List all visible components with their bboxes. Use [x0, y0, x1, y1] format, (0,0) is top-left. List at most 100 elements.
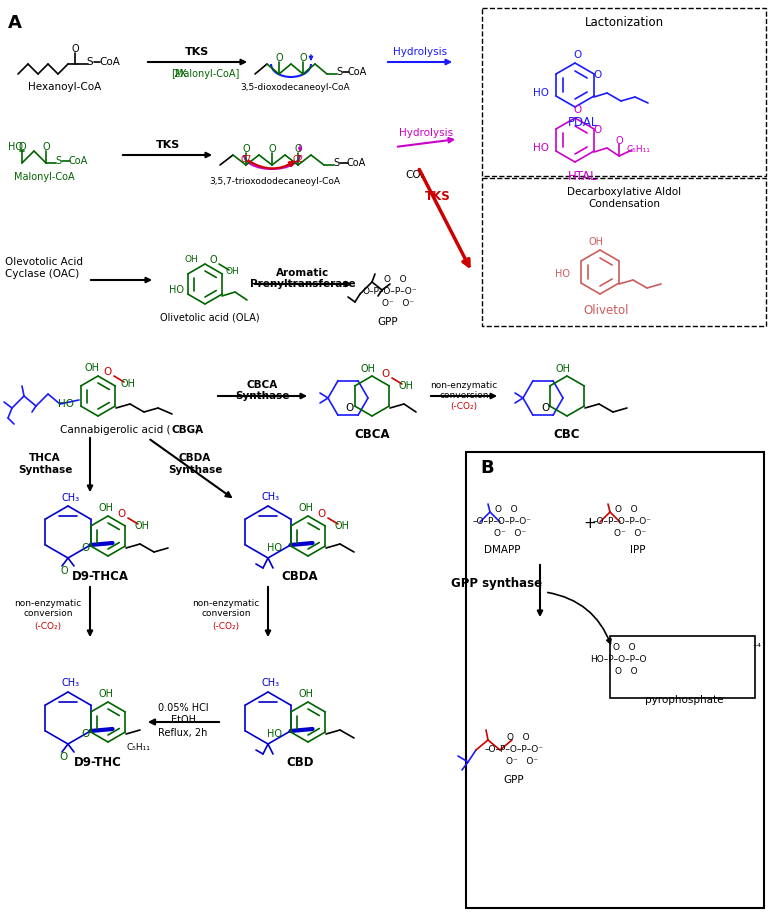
- Text: Prenyltransferase: Prenyltransferase: [250, 279, 356, 289]
- Text: TKS: TKS: [185, 47, 209, 57]
- Text: O: O: [268, 144, 276, 154]
- Bar: [482, 178, 766, 326]
- Text: THCA: THCA: [29, 453, 61, 463]
- Text: [Malonyl-CoA]: [Malonyl-CoA]: [170, 69, 239, 79]
- Text: GPP synthase: GPP synthase: [452, 577, 542, 590]
- Text: D9-THCA: D9-THCA: [71, 569, 128, 582]
- Text: CBC: CBC: [554, 428, 581, 441]
- Text: TKS: TKS: [156, 140, 180, 150]
- Text: O–P–O–P–O⁻: O–P–O–P–O⁻: [362, 288, 417, 296]
- Text: CH₃: CH₃: [262, 492, 280, 502]
- Text: GPP: GPP: [378, 317, 399, 327]
- Text: non-enzymatic: non-enzymatic: [192, 600, 260, 609]
- Text: non-enzymatic: non-enzymatic: [15, 600, 81, 609]
- Text: O   O: O O: [614, 505, 637, 515]
- Text: GPP: GPP: [504, 775, 525, 785]
- Text: PDAL: PDAL: [568, 116, 598, 130]
- Text: 0.05% HCl: 0.05% HCl: [157, 703, 208, 713]
- Text: O: O: [242, 144, 250, 154]
- Text: 3,5-dioxodecaneoyl-CoA: 3,5-dioxodecaneoyl-CoA: [240, 83, 349, 92]
- Text: HO: HO: [58, 399, 74, 409]
- Text: CBDA: CBDA: [179, 453, 211, 463]
- Text: O: O: [118, 509, 126, 519]
- Text: HTAL: HTAL: [568, 169, 598, 183]
- Text: –O–P–O–P–O⁻: –O–P–O–P–O⁻: [472, 517, 531, 526]
- Text: Hexanoyl-CoA: Hexanoyl-CoA: [28, 82, 101, 92]
- Text: pyrophosphate: pyrophosphate: [645, 695, 723, 705]
- Text: HO: HO: [266, 729, 282, 739]
- Text: Synthase: Synthase: [168, 465, 222, 475]
- Text: S: S: [87, 57, 94, 67]
- Text: Aromatic: Aromatic: [276, 268, 329, 278]
- Text: O: O: [318, 509, 326, 519]
- Text: CH₃: CH₃: [62, 678, 80, 688]
- Text: CoA: CoA: [346, 158, 366, 168]
- Text: DMAPP: DMAPP: [484, 545, 520, 555]
- Text: Synthase: Synthase: [235, 391, 290, 401]
- Text: OH: OH: [299, 503, 313, 513]
- Text: –O–P–O–P–O⁻: –O–P–O–P–O⁻: [485, 746, 544, 754]
- Bar: [610, 636, 755, 698]
- Text: O   O: O O: [495, 505, 518, 515]
- Text: CBGA: CBGA: [171, 425, 203, 435]
- Text: CBDA: CBDA: [282, 569, 318, 582]
- Text: C7: C7: [240, 154, 252, 164]
- Text: S: S: [55, 156, 61, 166]
- Text: non-enzymatic: non-enzymatic: [430, 380, 498, 389]
- Text: O: O: [593, 70, 601, 80]
- Text: OH: OH: [98, 689, 114, 699]
- Text: Olivetol: Olivetol: [583, 303, 629, 316]
- Text: O: O: [593, 125, 601, 135]
- Text: O: O: [300, 53, 306, 63]
- Text: O   O: O O: [507, 734, 529, 742]
- Text: O: O: [71, 44, 79, 54]
- Text: conversion: conversion: [201, 610, 250, 619]
- Text: Condensation: Condensation: [588, 199, 660, 209]
- Text: O⁻   O⁻: O⁻ O⁻: [382, 300, 414, 309]
- Text: OH: OH: [121, 379, 135, 389]
- Text: 2X: 2X: [173, 69, 187, 79]
- Text: D9-THC: D9-THC: [74, 756, 122, 769]
- Text: O   O: O O: [614, 667, 637, 676]
- Text: CH₃: CH₃: [262, 678, 280, 688]
- Text: O: O: [275, 53, 283, 63]
- Text: B: B: [480, 459, 494, 477]
- Text: OH: OH: [225, 268, 239, 277]
- Text: Cannabigerolic acid (: Cannabigerolic acid (: [60, 425, 170, 435]
- Text: O: O: [382, 369, 390, 379]
- Text: HO: HO: [533, 143, 549, 153]
- Text: conversion: conversion: [23, 610, 73, 619]
- Text: O⁻   O⁻: O⁻ O⁻: [494, 529, 526, 538]
- Text: HO: HO: [8, 142, 23, 152]
- Text: Olevotolic Acid: Olevotolic Acid: [5, 257, 83, 267]
- Text: (-CO₂): (-CO₂): [35, 622, 61, 631]
- Text: OH: OH: [299, 689, 313, 699]
- Text: HO–P–O–P–O: HO–P–O–P–O: [590, 655, 646, 664]
- Text: (-CO₂): (-CO₂): [213, 622, 240, 631]
- Text: OH: OH: [184, 256, 198, 264]
- Text: C₅H₁₁: C₅H₁₁: [626, 144, 650, 154]
- Text: OH: OH: [555, 364, 571, 374]
- Text: ): ): [194, 425, 198, 435]
- Text: OH: OH: [399, 381, 413, 391]
- Text: CoA: CoA: [100, 57, 121, 67]
- Text: O: O: [60, 566, 68, 576]
- Text: O: O: [104, 367, 112, 377]
- Text: Decarboxylative Aldol: Decarboxylative Aldol: [567, 187, 681, 197]
- Text: Hydrolysis: Hydrolysis: [393, 47, 447, 57]
- Text: +: +: [584, 516, 597, 532]
- Text: C₅H₁₁: C₅H₁₁: [126, 743, 150, 752]
- Text: OH: OH: [335, 521, 349, 531]
- Text: O   O: O O: [384, 275, 406, 284]
- Text: O: O: [18, 142, 26, 152]
- Text: OH: OH: [84, 363, 100, 373]
- Text: OH: OH: [98, 503, 114, 513]
- Text: S: S: [336, 67, 342, 77]
- Text: O: O: [541, 403, 549, 413]
- Text: O⁻   O⁻: O⁻ O⁻: [506, 758, 538, 767]
- Text: O: O: [615, 136, 623, 146]
- Text: CoA: CoA: [68, 156, 88, 166]
- Text: O   O: O O: [613, 643, 635, 653]
- Text: O: O: [346, 403, 354, 413]
- Text: Malonyl-CoA: Malonyl-CoA: [14, 172, 74, 182]
